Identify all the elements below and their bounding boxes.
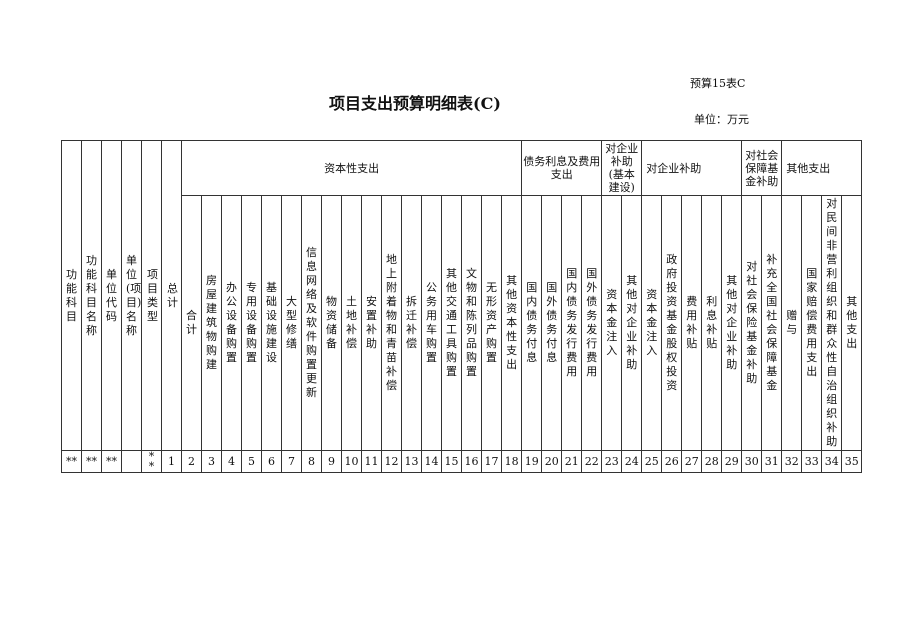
column-number-cell: 10 xyxy=(341,450,362,473)
column-header-cell: 物资储备 xyxy=(321,195,342,451)
column-header-cell: 对民间非营利组织和群众性自治组织补助 xyxy=(821,195,843,451)
column-number-cell: 17 xyxy=(481,450,502,473)
column-header-cell: 其他支出 xyxy=(841,195,863,451)
header-cell: 功能科目名称 xyxy=(81,140,102,451)
column-number-cell xyxy=(121,450,142,473)
header-cell: 总计 xyxy=(161,140,182,451)
column-number-cell: 8 xyxy=(301,450,322,473)
page-title: 项目支出预算明细表(C) xyxy=(329,94,501,113)
column-number-cell: 34 xyxy=(821,450,843,473)
column-number-cell: 22 xyxy=(581,450,603,473)
column-number-cell: 6 xyxy=(261,450,282,473)
column-number-cell: 35 xyxy=(841,450,863,473)
column-header-cell: 土地补偿 xyxy=(341,195,362,451)
column-header-cell: 地上附着物和青苗补偿 xyxy=(381,195,402,451)
column-header-cell: 国内债务付息 xyxy=(521,195,543,451)
header-row-columns: 合计 房屋建筑物购建 办公设备购置 专用设备购置 基础设施建设 大型修缮 信息网络及软件购置… xyxy=(62,195,863,451)
column-number-cell: ** xyxy=(101,450,122,473)
group-header-cell: 对社会保障基金补助 xyxy=(741,140,783,196)
column-number-cell: 21 xyxy=(561,450,583,473)
column-number-cell: ** xyxy=(141,450,162,473)
column-number-cell: 19 xyxy=(521,450,543,473)
header-row-groups: 功能科目 功能科目名称 单位代码 单位(项目)名称 项目类型 总计 资本性支出 债务利息及费用… xyxy=(61,140,863,451)
header-cell: 项目类型 xyxy=(141,140,162,451)
column-header-cell: 国外债务付息 xyxy=(541,195,563,451)
column-header-cell: 拆迁补偿 xyxy=(401,195,422,451)
column-header-cell: 公务用车购置 xyxy=(421,195,442,451)
column-header-cell: 资本金注入 xyxy=(641,195,663,451)
column-header-cell: 大型修缮 xyxy=(281,195,302,451)
column-number-cell: 1 xyxy=(161,450,182,473)
column-header-cell: 其他交通工具购置 xyxy=(441,195,462,451)
column-number-cell: 2 xyxy=(181,450,202,473)
column-header-cell: 政府投资基金股权投资 xyxy=(661,195,683,451)
group-header-cell: 对企业补助 xyxy=(641,140,743,196)
column-number-cell: 20 xyxy=(541,450,563,473)
column-number-cell: 9 xyxy=(321,450,342,473)
column-number-cell: 28 xyxy=(701,450,723,473)
column-number-cell: 16 xyxy=(461,450,482,473)
header-cell: 功能科目 xyxy=(61,140,82,451)
group-header-cell: 对企业补助(基本建设) xyxy=(601,140,643,196)
column-number-cell: 25 xyxy=(641,450,663,473)
column-header-cell: 国家赔偿费用支出 xyxy=(801,195,823,451)
column-header-cell: 国内债务发行费用 xyxy=(561,195,583,451)
column-header-cell: 利息补贴 xyxy=(701,195,723,451)
column-header-cell: 资本金注入 xyxy=(601,195,623,451)
column-number-cell: 26 xyxy=(661,450,683,473)
group-header-cell: 其他支出 xyxy=(781,140,863,196)
column-number-cell: ** xyxy=(61,450,82,473)
column-header-cell: 费用补贴 xyxy=(681,195,703,451)
column-header-cell: 其他对企业补助 xyxy=(621,195,643,451)
header-cell: 单位(项目)名称 xyxy=(121,140,142,451)
column-header-cell: 国外债务发行费用 xyxy=(581,195,603,451)
column-number-cell: 5 xyxy=(241,450,262,473)
column-number-cell: ** xyxy=(81,450,102,473)
column-header-cell: 无形资产购置 xyxy=(481,195,502,451)
unit-label: 单位：万元 xyxy=(694,113,749,126)
column-number-cell: 4 xyxy=(221,450,242,473)
column-number-cell: 23 xyxy=(601,450,623,473)
column-header-cell: 其他资本性支出 xyxy=(500,195,523,451)
column-number-cell: 29 xyxy=(721,450,743,473)
column-header-cell: 基础设施建设 xyxy=(261,195,282,451)
column-number-cell: 30 xyxy=(741,450,763,473)
column-number-cell: 12 xyxy=(381,450,402,473)
column-number-cell: 27 xyxy=(681,450,703,473)
column-header-cell: 安置补助 xyxy=(361,195,382,451)
column-number-cell: 18 xyxy=(500,450,523,473)
column-header-cell: 文物和陈列品购置 xyxy=(461,195,482,451)
column-header-cell: 赠与 xyxy=(781,195,803,451)
budget-detail-table: 功能科目 功能科目名称 单位代码 单位(项目)名称 项目类型 总计 资本性支出 债务利息及费用… xyxy=(61,140,863,473)
column-number-cell: 7 xyxy=(281,450,302,473)
column-header-cell: 补充全国社会保障基金 xyxy=(761,195,783,451)
column-header-cell: 专用设备购置 xyxy=(241,195,262,451)
column-number-cell: 31 xyxy=(761,450,783,473)
column-header-cell: 合计 xyxy=(181,195,202,451)
column-header-cell: 对社会保险基金补助 xyxy=(741,195,763,451)
column-header-cell: 其他对企业补助 xyxy=(721,195,743,451)
column-number-cell: 14 xyxy=(421,450,442,473)
form-number: 预算15表C xyxy=(690,77,746,90)
header-cell: 单位代码 xyxy=(101,140,122,451)
column-number-cell: 3 xyxy=(201,450,222,473)
column-number-cell: 33 xyxy=(801,450,823,473)
column-number-cell: 24 xyxy=(621,450,643,473)
column-number-cell: 32 xyxy=(781,450,803,473)
column-header-cell: 房屋建筑物购建 xyxy=(201,195,222,451)
column-number-cell: 13 xyxy=(401,450,422,473)
group-header-cell: 资本性支出 xyxy=(180,140,523,196)
column-number-row: ** ** ** ** 1 2 3 4 5 6 7 8 9 10 11 12 13 14 15 16 17 18 19 20 2… xyxy=(61,450,863,473)
column-number-cell: 15 xyxy=(441,450,462,473)
column-header-cell: 信息网络及软件购置更新 xyxy=(301,195,322,451)
column-header-cell: 办公设备购置 xyxy=(221,195,242,451)
group-header-cell: 债务利息及费用支出 xyxy=(521,140,603,196)
column-number-cell: 11 xyxy=(361,450,382,473)
